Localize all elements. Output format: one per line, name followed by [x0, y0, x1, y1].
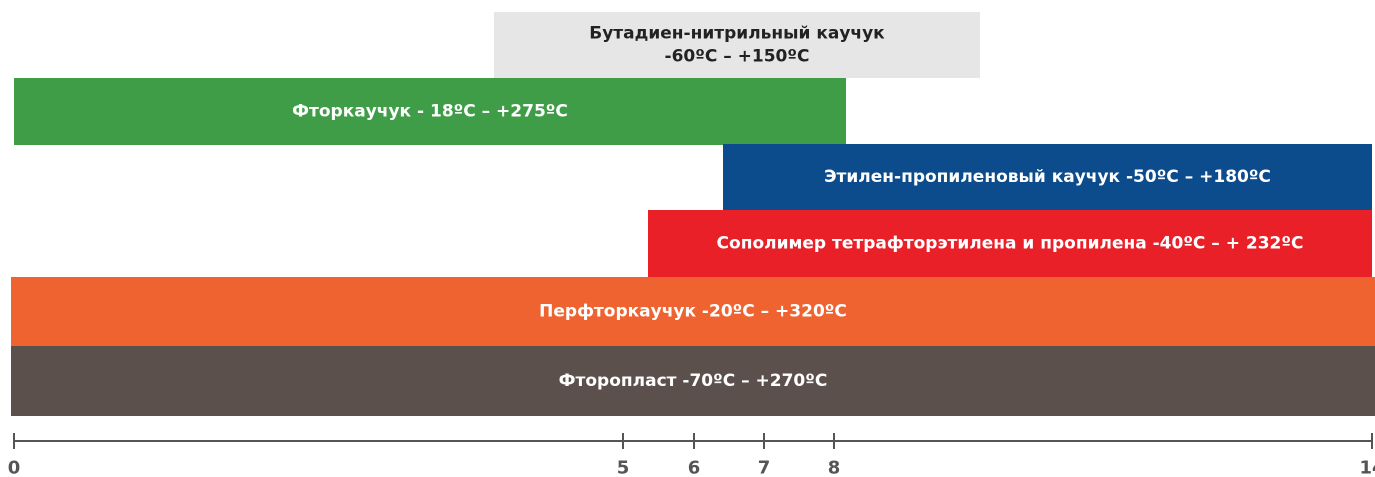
bar-label-4-0: Перфторкаучук -20ºC – +320ºC	[539, 302, 847, 322]
bar-0	[494, 12, 980, 78]
bar-group-3: Сополимер тетрафторэтилена и пропилена -…	[648, 210, 1372, 277]
bar-label-3-0: Сополимер тетрафторэтилена и пропилена -…	[717, 234, 1304, 254]
bar-1	[14, 78, 846, 145]
bar-4	[11, 277, 1375, 346]
bar-label-0-0: Бутадиен-нитрильный каучук	[589, 24, 885, 44]
bar-group-1: Фторкаучук - 18ºC – +275ºC	[14, 78, 846, 145]
bars-group: Бутадиен-нитрильный каучук -60ºC – +150ºC…	[11, 12, 1375, 416]
x-tick-label-2: 6	[688, 458, 701, 477]
bar-label-5-0: Фторопласт -70ºC – +270ºC	[559, 371, 828, 391]
x-tick-label-5: 14	[1359, 458, 1375, 477]
bar-group-5: Фторопласт -70ºC – +270ºC	[11, 346, 1375, 416]
x-tick-label-0: 0	[8, 458, 21, 477]
x-axis: 0 5 6 7 8 14	[8, 433, 1375, 477]
bar-label-1-0: Фторкаучук - 18ºC – +275ºC	[292, 102, 568, 122]
x-tick-label-1: 5	[617, 458, 630, 477]
bar-5	[11, 346, 1375, 416]
bar-group-0: Бутадиен-нитрильный каучук -60ºC – +150ºC	[494, 12, 980, 78]
bar-group-2: Этилен-пропиленовый каучук -50ºC – +180º…	[723, 144, 1372, 210]
x-tick-label-3: 7	[758, 458, 771, 477]
bar-label-2-0: Этилен-пропиленовый каучук -50ºC – +180º…	[824, 167, 1271, 187]
bar-label-0-1: -60ºC – +150ºC	[665, 47, 810, 67]
bar-group-4: Перфторкаучук -20ºC – +320ºC	[11, 277, 1375, 346]
x-tick-label-4: 8	[828, 458, 841, 477]
bar-3	[648, 210, 1372, 277]
bar-2	[723, 144, 1372, 210]
